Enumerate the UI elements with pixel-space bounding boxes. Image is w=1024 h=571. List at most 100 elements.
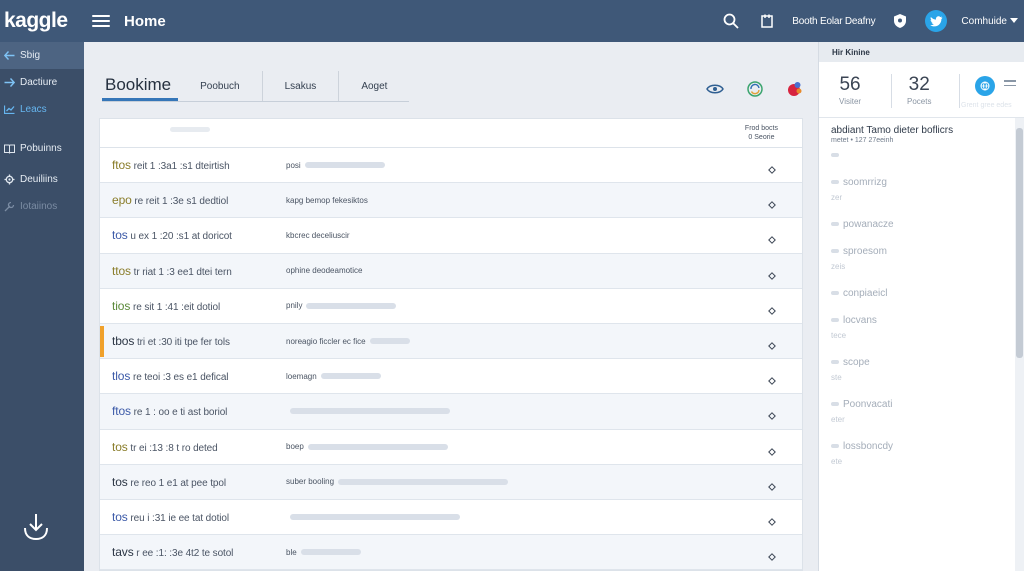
diamond-icon[interactable] [768,548,776,561]
panel-list-item[interactable]: sproesom zeis [831,244,1012,274]
row-title-text: re teoi :3 es e1 defical [132,372,229,384]
row-title: tos tr ei :13 :8 t ro deted [100,440,272,454]
panel-list-item[interactable]: powanacze [831,217,1012,232]
diamond-icon[interactable] [768,196,776,210]
table-row[interactable]: tos reu i :31 ie ee tat dotiol [100,499,802,536]
diamond-icon[interactable] [768,267,776,280]
blurred-text [290,513,460,520]
panel-list-item[interactable]: Poonvacati eter [831,397,1012,427]
row-title-text: reit 1 :3a1 :s1 dteirtish [133,161,230,173]
tool-icon [4,201,15,212]
table-row[interactable]: ttos tr riat 1 :3 ee1 dtei tern ophine de… [100,253,802,289]
tab-aoget[interactable]: Aoget [361,80,388,92]
search-icon[interactable] [720,10,742,32]
table-row[interactable]: tlos re teoi :3 es e1 defical loemagn [100,359,802,395]
row-title-lead: ttos [112,263,131,278]
panel-item-title: sproesom [843,246,887,257]
panel-subtitle: metet • 127 27eeinh [831,137,894,144]
table-row[interactable]: tos tr ei :13 :8 t ro deted boep [100,429,802,465]
panel-list-item[interactable]: conpiaeicl [831,286,1012,301]
panel-item-title: lossboncdy [843,441,894,452]
diamond-icon[interactable] [768,231,776,245]
row-title-lead: tos [112,474,128,489]
notebook-icon[interactable] [756,10,778,32]
tab-lsakus[interactable]: Lsakus [263,71,340,101]
table-row[interactable]: ftos re 1 : oo e ti ast boriol [100,394,802,430]
scrollbar[interactable] [1015,118,1024,571]
panel-list-item[interactable]: scope ste [831,355,1012,385]
row-description-text: ble [286,547,297,557]
diamond-icon[interactable] [768,302,776,315]
panel-item-title: scope [843,357,870,368]
tab-bookime[interactable]: Bookime [102,71,179,101]
diamond-icon[interactable] [768,161,776,174]
panel-list-item[interactable]: locvans tece [831,313,1012,343]
row-description [272,408,742,415]
diamond-icon[interactable] [768,407,776,421]
sidebar-item-sbig[interactable]: Sbig [0,42,84,69]
diamond-icon[interactable] [768,443,776,456]
diamond-icon[interactable] [768,513,776,526]
panel-list: soomrrizg zer powanacze sproesom zeis conpiae… [819,144,1024,469]
globe-icon[interactable] [975,76,995,96]
panel-list-item[interactable]: lossboncdy ete [831,439,1012,469]
sidebar-item-label: Pobuinns [20,143,62,154]
diamond-icon[interactable] [768,478,776,491]
table-row[interactable]: tbos tri et :30 iti tpe fer tols noreagio… [100,323,802,360]
top-bar: kaggle Home Booth Eolar Deafny Comhuide [0,0,1024,42]
top-nav-link[interactable]: Booth Eolar Deafny [792,15,876,27]
row-title-text: tri et :30 iti tpe fer tols [136,337,230,349]
row-description-text: ophine deodeamotice [286,266,363,276]
sidebar-item-label: Deuiliins [20,174,58,185]
shield-icon[interactable] [889,10,911,32]
table-row[interactable]: ftos reit 1 :3a1 :s1 dteirtish posi [100,148,802,184]
table-row[interactable]: epo re reit 1 :3e s1 dedtiol kapg bemop f… [100,183,802,219]
bullet-icon [831,444,839,449]
table-row[interactable]: tos u ex 1 :20 :s1 at doricot kbcrec dece… [100,218,802,254]
sort-value: 0 Seorie [748,134,775,141]
panel-item-meta: tece [831,331,847,340]
twitter-icon[interactable] [925,10,948,32]
download-icon[interactable] [20,510,52,542]
row-description-text: kapg bemop fekesiktos [286,195,368,205]
table-row[interactable]: tios re sit 1 :41 :eit dotiol pnily [100,288,802,324]
palette-icon[interactable] [784,78,806,100]
sidebar-item-iotaiinos[interactable]: Iotaiinos [0,193,84,220]
blurred-text [290,408,450,415]
panel-item-title: conpiaeicl [843,288,888,299]
row-title-lead: ftos [112,158,131,173]
eye-icon[interactable] [704,78,726,100]
diamond-icon[interactable] [768,372,776,386]
sidebar-item-pobuinns[interactable]: Pobuinns [0,135,84,162]
menu-icon[interactable] [92,15,110,27]
row-description: pnily [272,301,742,310]
arrow-right-icon [4,78,15,87]
sidebar-item-deuiliins[interactable]: Deuiliins [0,166,84,193]
panel-menu-icon[interactable] [1004,80,1016,89]
stat-ghost-label: Grent gree edes [961,102,1012,109]
refresh-icon[interactable] [744,78,766,100]
row-description-text: posi [286,160,301,170]
blurred-text [338,478,509,485]
row-title: ftos reit 1 :3a1 :s1 dteirtish [100,158,272,172]
row-title-lead: tbos [112,334,135,349]
user-menu[interactable]: Comhuide [961,16,1018,27]
table-row[interactable]: tavs r ee :1: :3e 4t2 te sotol ble [100,535,802,570]
scrollbar-thumb[interactable] [1016,128,1023,358]
row-title-text: re reit 1 :3e s1 dedtiol [134,196,229,208]
sidebar-item-leacs[interactable]: Leacs [0,96,84,123]
sort-control[interactable]: Frod bocts 0 Seorie [745,124,778,142]
row-title-lead: epo [112,193,132,208]
table-row[interactable]: tos re reo 1 e1 at pee tpol suber booling [100,464,802,500]
panel-list-item[interactable] [831,148,1012,163]
row-title-lead: tos [112,228,128,243]
kaggle-logo[interactable]: kaggle [4,9,68,32]
panel-list-item[interactable]: soomrrizg zer [831,175,1012,205]
diamond-icon[interactable] [768,337,776,350]
row-title: tos reu i :31 ie ee tat dotiol [100,510,272,524]
row-title: tos u ex 1 :20 :s1 at doricot [100,228,272,242]
tab-poobuch[interactable]: Poobuch [178,71,263,101]
sidebar-item-dactiure[interactable]: Dactiure [0,69,84,96]
stat-label: Visiter [839,97,862,106]
row-title-text: re reo 1 e1 at pee tpol [130,477,226,489]
